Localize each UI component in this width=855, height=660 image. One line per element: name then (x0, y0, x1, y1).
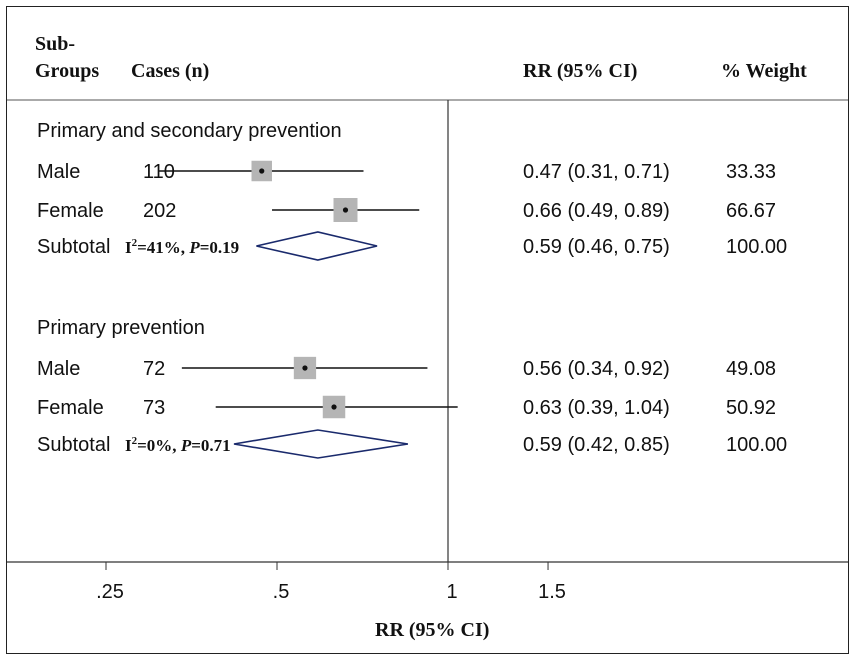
row-cases: 72 (143, 358, 165, 380)
subtotal-label: Subtotal (37, 434, 110, 456)
x-tick-label: 1 (446, 581, 457, 603)
subtotal-label: Subtotal (37, 236, 110, 258)
point-estimate (302, 365, 308, 371)
row-cases: 202 (143, 200, 176, 222)
subtotal-rr-text: 0.59 (0.42, 0.85) (523, 434, 670, 456)
x-tick-label: .25 (96, 581, 124, 603)
row-label: Female (37, 397, 104, 419)
header-subgroups-line1: Sub- (35, 33, 76, 55)
row-weight: 49.08 (726, 358, 776, 380)
row-weight: 33.33 (726, 161, 776, 183)
x-tick-label: 1.5 (538, 581, 566, 603)
row-weight: 66.67 (726, 200, 776, 222)
row-label: Male (37, 358, 80, 380)
group-title: Primary prevention (37, 317, 205, 339)
row-weight: 50.92 (726, 397, 776, 419)
row-cases: 73 (143, 397, 165, 419)
point-estimate (342, 207, 349, 213)
row-rr-text: 0.66 (0.49, 0.89) (523, 200, 670, 222)
x-axis-title: RR (95% CI) (375, 619, 490, 641)
point-estimate (331, 404, 337, 410)
header-rr: RR (95% CI) (523, 60, 638, 82)
header-weight: % Weight (721, 60, 807, 82)
heterogeneity-stat: I2=41%, P=0.19 (125, 237, 239, 257)
subtotal-rr-text: 0.59 (0.46, 0.75) (523, 236, 670, 258)
subtotal-weight: 100.00 (726, 236, 787, 258)
row-label: Male (37, 161, 80, 183)
row-rr-text: 0.56 (0.34, 0.92) (523, 358, 670, 380)
point-estimate (259, 168, 265, 174)
row-rr-text: 0.63 (0.39, 1.04) (523, 397, 670, 419)
header-cases: Cases (n) (131, 60, 210, 82)
subtotal-diamond (256, 231, 378, 261)
forest-plot-figure: Sub- Groups Cases (n) RR (95% CI) % Weig… (6, 6, 849, 654)
row-cases: 110 (143, 161, 175, 183)
row-rr-text: 0.47 (0.31, 0.71) (523, 161, 670, 183)
row-label: Female (37, 200, 104, 222)
heterogeneity-stat: I2=0%, P=0.71 (125, 435, 231, 455)
subtotal-diamond (233, 429, 409, 459)
group-title: Primary and secondary prevention (37, 120, 342, 142)
header-subgroups-line2: Groups (35, 60, 100, 82)
x-tick-label: .5 (273, 581, 290, 603)
subtotal-weight: 100.00 (726, 434, 787, 456)
